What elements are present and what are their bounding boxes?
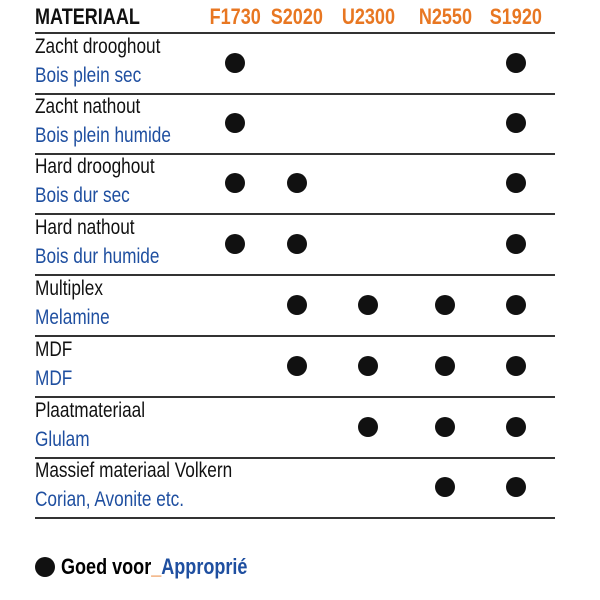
table-row: Multiplex Melamine	[35, 275, 555, 335]
suitable-dot-icon	[506, 356, 526, 376]
table-row: Zacht nathout Bois plein humide	[35, 93, 555, 153]
suitable-dot-icon	[225, 113, 245, 133]
table-row: Zacht drooghout Bois plein sec	[35, 33, 555, 93]
row-divider	[35, 335, 555, 337]
header-material: MATERIAAL	[35, 4, 140, 29]
material-name-fr: Bois dur humide	[35, 245, 160, 268]
material-name-nl: Hard drooghout	[35, 155, 155, 178]
material-name-fr: Bois plein humide	[35, 124, 171, 147]
header-column-n2550: N2550	[418, 4, 472, 29]
suitable-dot-icon	[435, 295, 455, 315]
suitable-dot-icon	[225, 234, 245, 254]
suitable-dot-icon	[287, 234, 307, 254]
table-row: MDF MDF	[35, 336, 555, 396]
suitable-dot-icon	[225, 173, 245, 193]
row-divider	[35, 274, 555, 276]
material-name-nl: MDF	[35, 338, 73, 361]
legend-nl: Goed voor	[61, 554, 152, 579]
header-column-s2020: S2020	[270, 4, 324, 29]
suitable-dot-icon	[506, 295, 526, 315]
suitable-dot-icon	[435, 356, 455, 376]
row-divider	[35, 93, 555, 95]
table-row: Hard nathout Bois dur humide	[35, 214, 555, 274]
suitable-dot-icon	[506, 234, 526, 254]
row-divider	[35, 213, 555, 215]
table-row: Plaatmateriaal Glulam	[35, 397, 555, 457]
header-column-f1730: F1730	[209, 4, 261, 29]
material-name-nl: Plaatmateriaal	[35, 399, 146, 422]
suitable-dot-icon	[506, 477, 526, 497]
row-divider	[35, 396, 555, 398]
legend-fr: Approprié	[161, 554, 248, 579]
table-row: Massief materiaal Volkern Corian, Avonite…	[35, 457, 555, 517]
legend: Goed voor_Approprié	[35, 552, 288, 582]
table-row: Hard drooghout Bois dur sec	[35, 153, 555, 213]
header-divider	[35, 32, 555, 34]
suitable-dot-icon	[506, 113, 526, 133]
suitable-dot-icon	[506, 173, 526, 193]
material-name-fr: Bois dur sec	[35, 184, 130, 207]
material-name-fr: Bois plein sec	[35, 64, 142, 87]
row-divider	[35, 153, 555, 155]
material-name-nl: Zacht drooghout	[35, 35, 161, 58]
suitable-dot-icon	[225, 53, 245, 73]
suitable-dot-icon	[287, 173, 307, 193]
row-divider	[35, 457, 555, 459]
material-name-nl: Zacht nathout	[35, 95, 141, 118]
material-name-nl: Hard nathout	[35, 216, 135, 239]
material-name-nl: Massief materiaal Volkern	[35, 459, 233, 482]
suitable-dot-icon	[358, 295, 378, 315]
suitable-dot-icon	[287, 356, 307, 376]
material-name-fr: Corian, Avonite etc.	[35, 488, 185, 511]
dot-icon	[35, 557, 55, 577]
row-divider	[35, 517, 555, 519]
suitable-dot-icon	[435, 417, 455, 437]
suitable-dot-icon	[506, 53, 526, 73]
suitable-dot-icon	[287, 295, 307, 315]
material-name-nl: Multiplex	[35, 277, 103, 300]
material-name-fr: Glulam	[35, 428, 90, 451]
material-name-fr: MDF	[35, 367, 73, 390]
suitable-dot-icon	[435, 477, 455, 497]
material-name-fr: Melamine	[35, 306, 110, 329]
header-column-s1920: S1920	[489, 4, 543, 29]
suitable-dot-icon	[506, 417, 526, 437]
suitable-dot-icon	[358, 417, 378, 437]
header-column-u2300: U2300	[341, 4, 395, 29]
legend-separator: _	[151, 554, 162, 579]
suitable-dot-icon	[358, 356, 378, 376]
